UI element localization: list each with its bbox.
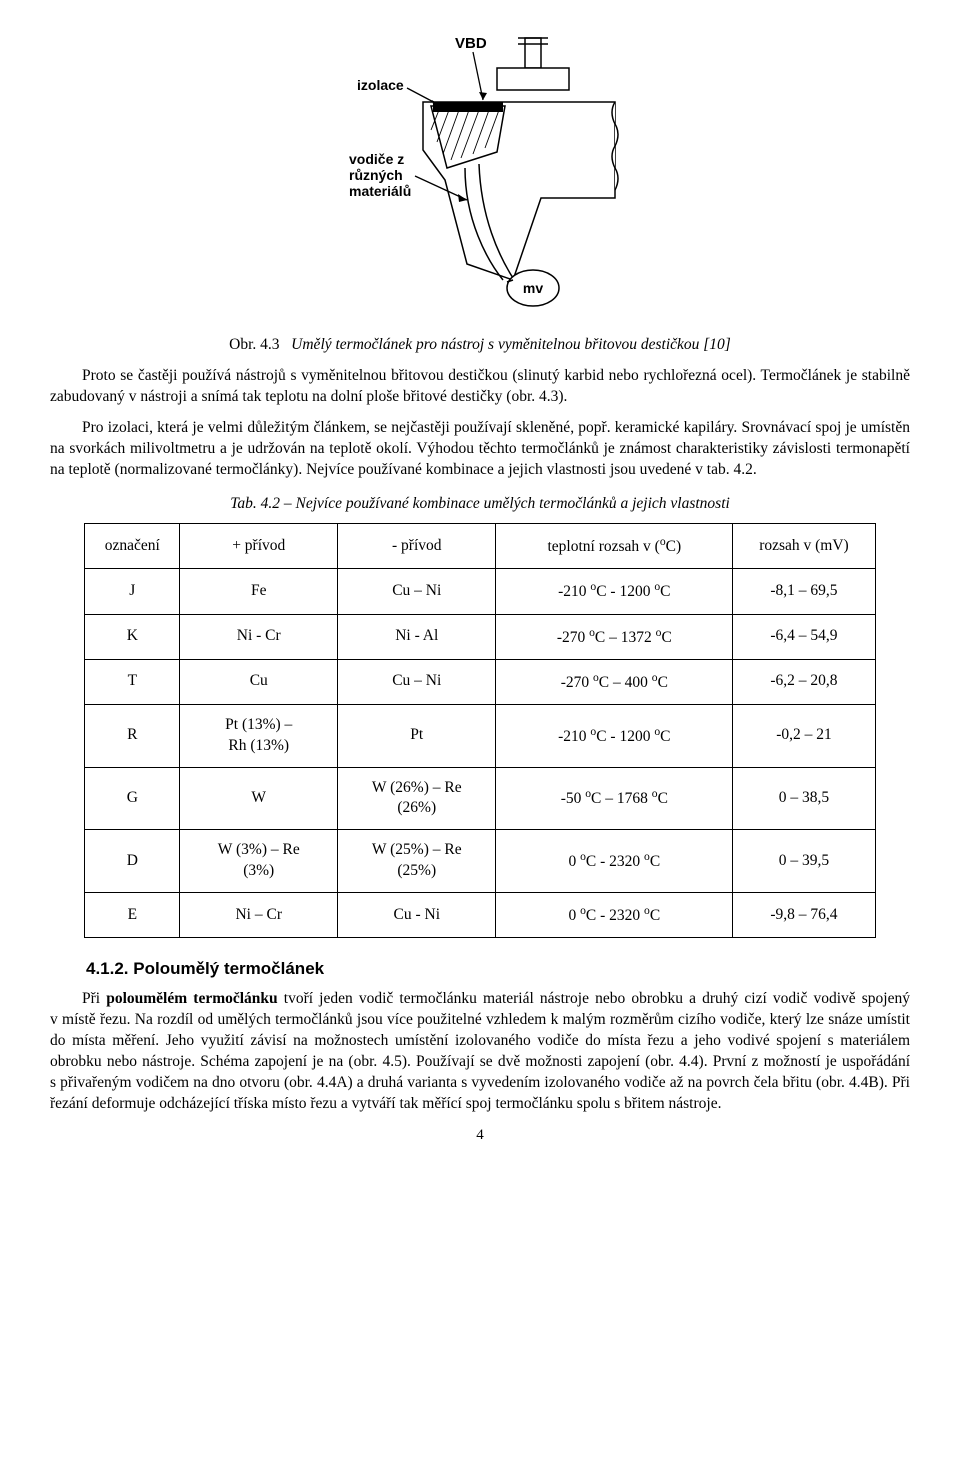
table-header-row: označení + přívod - přívod teplotní rozs… <box>85 524 875 569</box>
cell: W <box>180 767 338 830</box>
cell: Ni - Al <box>338 614 496 659</box>
cell: 0 oC - 2320 oC <box>496 830 733 893</box>
cell: -6,4 – 54,9 <box>733 614 875 659</box>
cell: E <box>85 893 180 938</box>
figure-caption: Obr. 4.3 Umělý termočlánek pro nástroj s… <box>50 335 910 356</box>
cell: W (26%) – Re(26%) <box>338 767 496 830</box>
cell: Pt <box>338 704 496 767</box>
th-range-mv: rozsah v (mV) <box>733 524 875 569</box>
cell: 0 – 38,5 <box>733 767 875 830</box>
paragraph-3: Při poloumělém termočlánku tvoří jeden v… <box>50 989 910 1115</box>
cell: Cu – Ni <box>338 569 496 614</box>
cell: K <box>85 614 180 659</box>
cell: Cu – Ni <box>338 659 496 704</box>
table-row: G W W (26%) – Re(26%) -50 oC – 1768 oC 0… <box>85 767 875 830</box>
mv-label: mv <box>523 280 543 296</box>
cell: -6,2 – 20,8 <box>733 659 875 704</box>
cell: -8,1 – 69,5 <box>733 569 875 614</box>
th-minus: - přívod <box>338 524 496 569</box>
cell: Ni - Cr <box>180 614 338 659</box>
paragraph-1: Proto se častěji používá nástrojů s vymě… <box>50 366 910 408</box>
th-range-c: teplotní rozsah v (oC) <box>496 524 733 569</box>
figure-caption-label: Obr. 4.3 <box>229 336 279 353</box>
vodice-label-line2: různých <box>349 167 403 183</box>
cell: -9,8 – 76,4 <box>733 893 875 938</box>
vbd-label-group: VBD <box>455 35 487 100</box>
cell: -210 oC - 1200 oC <box>496 569 733 614</box>
section-heading-4-1-2: 4.1.2. Poloumělý termočlánek <box>86 958 910 981</box>
cell: W (3%) – Re(3%) <box>180 830 338 893</box>
cell: Ni – Cr <box>180 893 338 938</box>
cell: -0,2 – 21 <box>733 704 875 767</box>
cell: Cu - Ni <box>338 893 496 938</box>
cell: Cu <box>180 659 338 704</box>
figure-caption-text: Umělý termočlánek pro nástroj s vyměnite… <box>291 336 731 353</box>
cell: Fe <box>180 569 338 614</box>
th-plus: + přívod <box>180 524 338 569</box>
table-row: R Pt (13%) –Rh (13%) Pt -210 oC - 1200 o… <box>85 704 875 767</box>
table-row: D W (3%) – Re(3%) W (25%) – Re(25%) 0 oC… <box>85 830 875 893</box>
figure-4-3: mv VBD izolace vodiče z různých materiál… <box>50 30 910 327</box>
cell: 0 oC - 2320 oC <box>496 893 733 938</box>
vodice-label-line1: vodiče z <box>349 151 404 167</box>
izolace-label: izolace <box>357 77 404 93</box>
table-row: J Fe Cu – Ni -210 oC - 1200 oC -8,1 – 69… <box>85 569 875 614</box>
thermocouple-diagram: mv VBD izolace vodiče z různých materiál… <box>315 30 645 320</box>
cell: 0 – 39,5 <box>733 830 875 893</box>
cell: -270 oC – 400 oC <box>496 659 733 704</box>
cell: J <box>85 569 180 614</box>
table-row: E Ni – Cr Cu - Ni 0 oC - 2320 oC -9,8 – … <box>85 893 875 938</box>
cell: G <box>85 767 180 830</box>
cell: -210 oC - 1200 oC <box>496 704 733 767</box>
cell: -270 oC – 1372 oC <box>496 614 733 659</box>
paragraph-2: Pro izolaci, která je velmi důležitým čl… <box>50 418 910 481</box>
cell: T <box>85 659 180 704</box>
cell: W (25%) – Re(25%) <box>338 830 496 893</box>
table-caption: Tab. 4.2 – Nejvíce používané kombinace u… <box>50 494 910 515</box>
table-row: K Ni - Cr Ni - Al -270 oC – 1372 oC -6,4… <box>85 614 875 659</box>
page-number: 4 <box>50 1125 910 1145</box>
table-row: T Cu Cu – Ni -270 oC – 400 oC -6,2 – 20,… <box>85 659 875 704</box>
cell: Pt (13%) –Rh (13%) <box>180 704 338 767</box>
vbd-label: VBD <box>455 35 487 52</box>
cell: -50 oC – 1768 oC <box>496 767 733 830</box>
th-oznaceni: označení <box>85 524 180 569</box>
thermocouple-table: označení + přívod - přívod teplotní rozs… <box>84 523 875 938</box>
cell: D <box>85 830 180 893</box>
isolation-bar <box>433 102 503 112</box>
cell: R <box>85 704 180 767</box>
vodice-label-line3: materiálů <box>349 183 411 199</box>
